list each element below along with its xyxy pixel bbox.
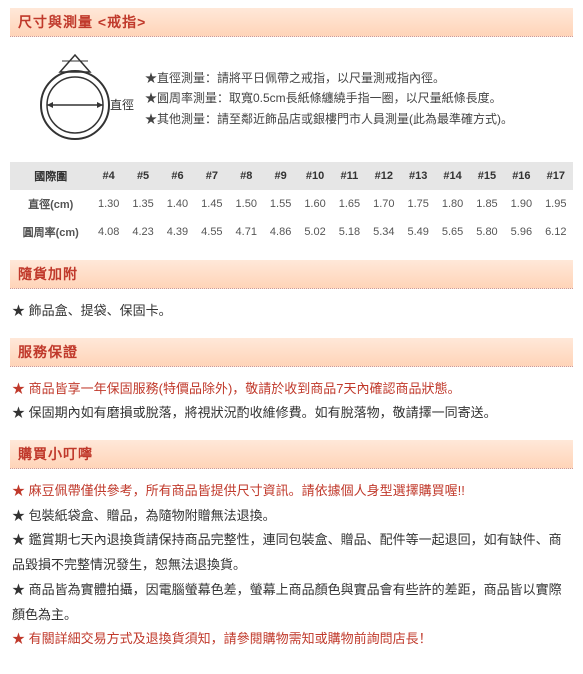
section-header-included: 隨貨加附 <box>10 260 573 289</box>
diameter-cell: 1.80 <box>435 190 469 218</box>
measure-line-1: ★直徑測量：請將平日佩帶之戒指，以尺量測戒指內徑。 <box>145 68 513 88</box>
diameter-cell: 1.65 <box>332 190 366 218</box>
diameter-cell: 1.45 <box>195 190 229 218</box>
table-circumference-row: 圓周率(cm) 4.084.234.394.554.714.865.025.18… <box>10 218 573 246</box>
diameter-cell: 1.30 <box>91 190 125 218</box>
circumference-cell: 4.71 <box>229 218 263 246</box>
list-item: 飾品盒、提袋、保固卡。 <box>12 299 571 324</box>
diameter-cell: 1.50 <box>229 190 263 218</box>
warranty-list: 商品皆享一年保固服務(特價品除外)，敬請於收到商品7天內確認商品狀態。保固期內如… <box>10 377 573 426</box>
list-item: 保固期內如有磨損或脫落，將視狀況酌收維修費。如有脫落物，敬請擇一同寄送。 <box>12 401 571 426</box>
diameter-cell: 1.90 <box>504 190 538 218</box>
circumference-cell: 5.49 <box>401 218 435 246</box>
size-header-cell: #11 <box>332 162 366 190</box>
table-diameter-row: 直徑(cm) 1.301.351.401.451.501.551.601.651… <box>10 190 573 218</box>
circumference-cell: 4.86 <box>263 218 297 246</box>
section-header-notes: 購買小叮嚀 <box>10 440 573 469</box>
diameter-cell: 1.60 <box>298 190 332 218</box>
table-header-row: 國際圍 #4#5#6#7#8#9#10#11#12#13#14#15#16#17 <box>10 162 573 190</box>
circumference-cell: 4.55 <box>195 218 229 246</box>
diameter-cell: 1.55 <box>263 190 297 218</box>
diameter-cell: 1.70 <box>367 190 401 218</box>
diameter-cell: 1.95 <box>539 190 573 218</box>
circumference-cell: 4.08 <box>91 218 125 246</box>
list-item: 有關詳細交易方式及退換貨須知，請參閱購物需知或購物前詢問店長！ <box>12 627 571 652</box>
section-header-warranty: 服務保證 <box>10 338 573 367</box>
circumference-cell: 5.65 <box>435 218 469 246</box>
size-header-cell: #15 <box>470 162 504 190</box>
list-item: 包裝紙袋盒、贈品，為隨物附贈無法退換。 <box>12 504 571 529</box>
ring-size-table: 國際圍 #4#5#6#7#8#9#10#11#12#13#14#15#16#17… <box>10 162 573 246</box>
list-item: 商品皆為實體拍攝，因電腦螢幕色差，螢幕上商品顏色與實品會有些許的差距，商品皆以實… <box>12 578 571 627</box>
size-header-cell: #7 <box>195 162 229 190</box>
size-header-cell: #16 <box>504 162 538 190</box>
notes-list: 麻豆佩帶僅供參考，所有商品皆提供尺寸資訊。請依據個人身型選擇購買喔!!包裝紙袋盒… <box>10 479 573 652</box>
size-header-cell: #8 <box>229 162 263 190</box>
ring-diagram: 直徑 <box>15 47 135 150</box>
size-header-cell: #14 <box>435 162 469 190</box>
section-header-size: 尺寸與測量 <戒指> <box>10 8 573 37</box>
circumference-cell: 5.02 <box>298 218 332 246</box>
measure-line-3: ★其他測量：請至鄰近飾品店或銀樓門市人員測量(此為最準確方式)。 <box>145 109 513 129</box>
list-item: 麻豆佩帶僅供參考，所有商品皆提供尺寸資訊。請依據個人身型選擇購買喔!! <box>12 479 571 504</box>
size-header-cell: #12 <box>367 162 401 190</box>
circumference-cell: 5.80 <box>470 218 504 246</box>
circumference-cell: 6.12 <box>539 218 573 246</box>
circumference-cell: 5.18 <box>332 218 366 246</box>
list-item: 商品皆享一年保固服務(特價品除外)，敬請於收到商品7天內確認商品狀態。 <box>12 377 571 402</box>
size-header-cell: #4 <box>91 162 125 190</box>
list-item: 鑑賞期七天內退換貨請保持商品完整性，連同包裝盒、贈品、配件等一起退回，如有缺件、… <box>12 528 571 577</box>
section-title-included: 隨貨加附 <box>18 266 78 282</box>
measure-line-2: ★圓周率測量：取寬0.5cm長紙條纏繞手指一圈，以尺量紙條長度。 <box>145 88 513 108</box>
size-header-cell: #5 <box>126 162 160 190</box>
section-title-warranty: 服務保證 <box>18 344 78 360</box>
circumference-row-label: 圓周率(cm) <box>10 218 91 246</box>
size-header-cell: #10 <box>298 162 332 190</box>
diameter-cell: 1.35 <box>126 190 160 218</box>
section-title-notes: 購買小叮嚀 <box>18 446 93 462</box>
circumference-cell: 4.23 <box>126 218 160 246</box>
section-title-size: 尺寸與測量 <戒指> <box>18 14 146 30</box>
circumference-cell: 4.39 <box>160 218 194 246</box>
table-header-label: 國際圍 <box>10 162 91 190</box>
diameter-cell: 1.75 <box>401 190 435 218</box>
diameter-cell: 1.40 <box>160 190 194 218</box>
size-header-cell: #6 <box>160 162 194 190</box>
circumference-cell: 5.34 <box>367 218 401 246</box>
diameter-cell: 1.85 <box>470 190 504 218</box>
included-list: 飾品盒、提袋、保固卡。 <box>10 299 573 324</box>
diagram-label: 直徑 <box>110 98 134 112</box>
diameter-row-label: 直徑(cm) <box>10 190 91 218</box>
size-header-cell: #9 <box>263 162 297 190</box>
circumference-cell: 5.96 <box>504 218 538 246</box>
size-header-cell: #13 <box>401 162 435 190</box>
ring-diagram-section: 直徑 ★直徑測量：請將平日佩帶之戒指，以尺量測戒指內徑。 ★圓周率測量：取寬0.… <box>10 47 573 150</box>
measure-instructions: ★直徑測量：請將平日佩帶之戒指，以尺量測戒指內徑。 ★圓周率測量：取寬0.5cm… <box>135 68 513 129</box>
size-header-cell: #17 <box>539 162 573 190</box>
